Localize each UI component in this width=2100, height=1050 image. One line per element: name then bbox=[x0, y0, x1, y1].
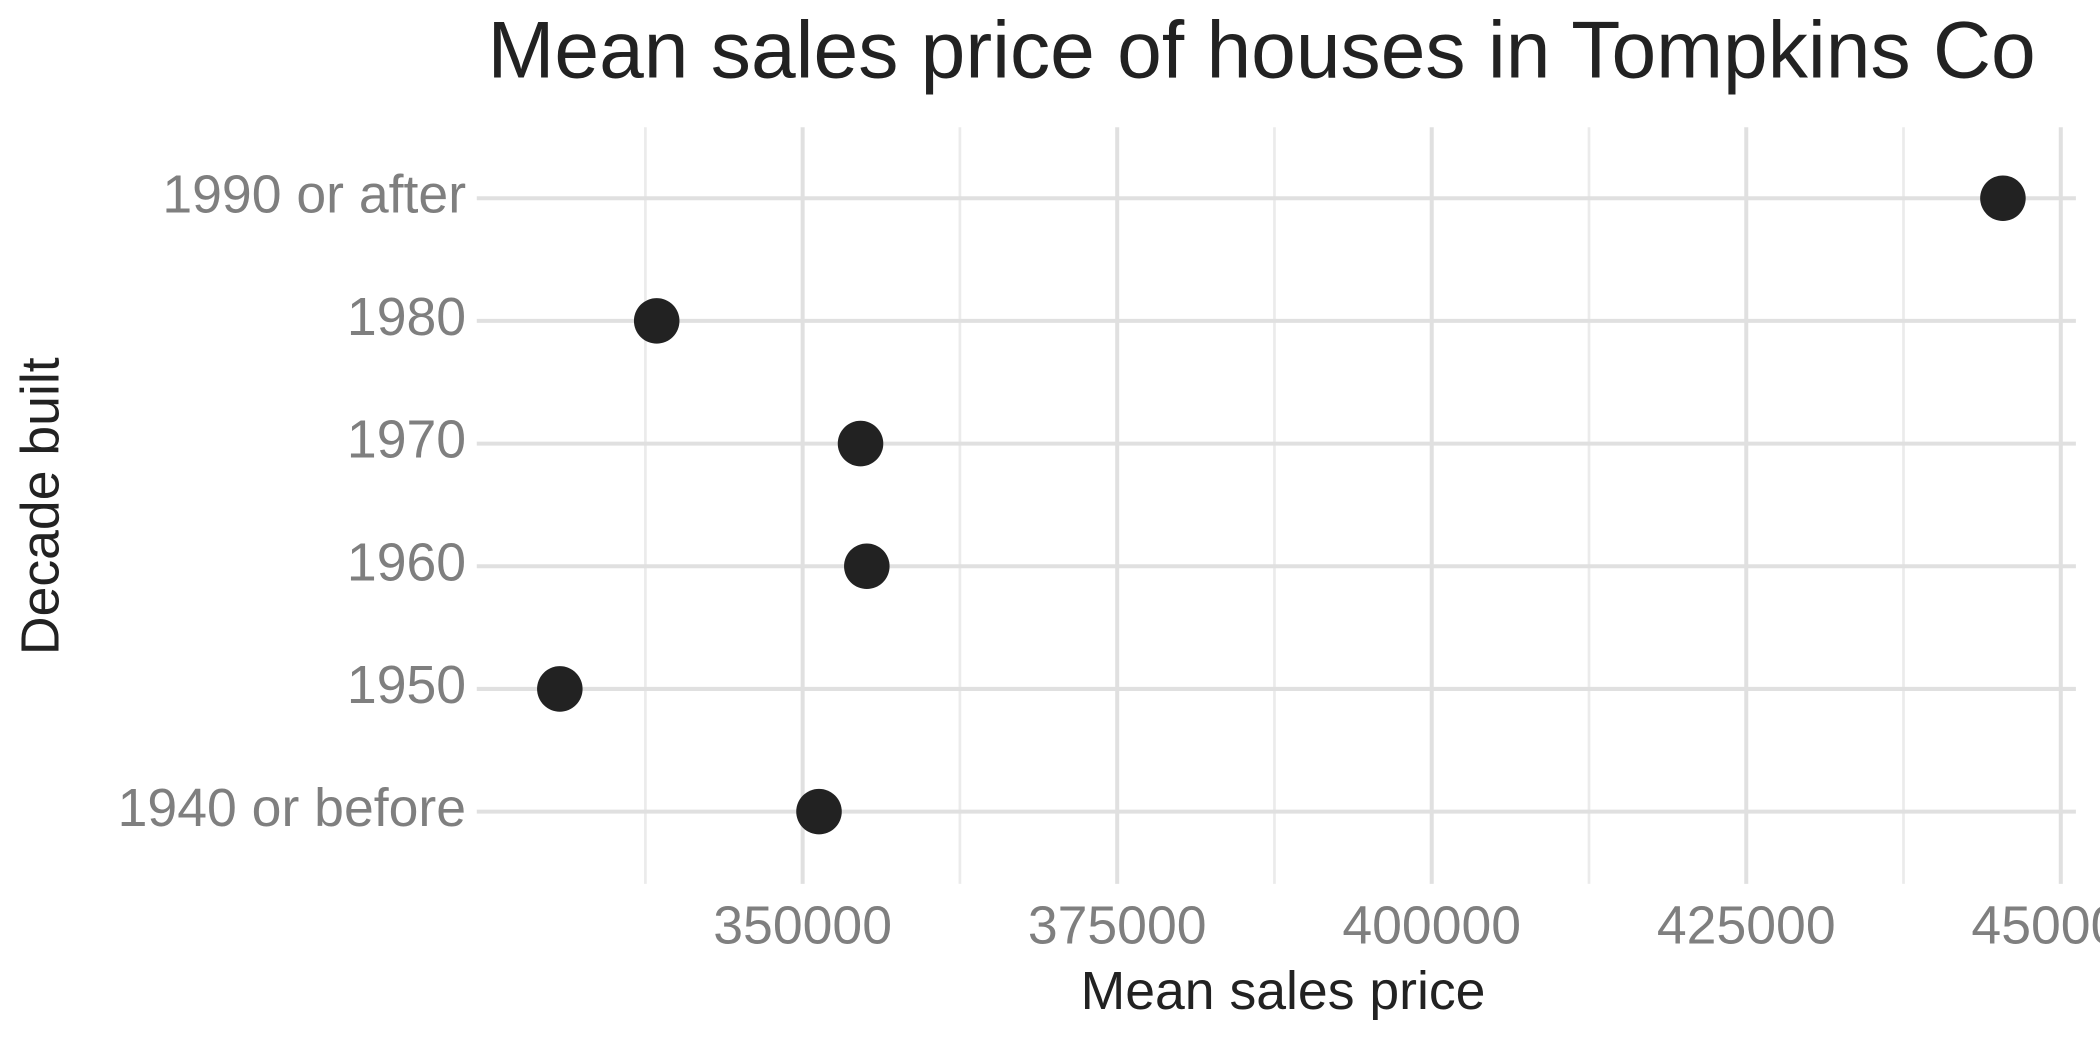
y-tick-label: 1980 bbox=[347, 288, 466, 347]
y-tick-label: 1940 or before bbox=[118, 779, 466, 838]
x-tick-label: 350000 bbox=[713, 897, 892, 956]
dot bbox=[837, 420, 884, 467]
dot bbox=[537, 666, 583, 712]
y-tick-label: 1950 bbox=[347, 656, 466, 715]
y-axis-title: Decade built bbox=[11, 357, 70, 655]
dot bbox=[633, 298, 680, 344]
y-tick-label: 1970 bbox=[347, 411, 466, 470]
x-tick-label: 425000 bbox=[1657, 897, 1836, 956]
dot bbox=[844, 543, 890, 590]
x-tick-label: 375000 bbox=[1028, 897, 1207, 956]
dot bbox=[796, 788, 842, 835]
x-tick-label: 400000 bbox=[1342, 897, 1521, 956]
y-tick-label: 1990 or after bbox=[162, 165, 466, 224]
y-tick-label: 1960 bbox=[347, 533, 466, 592]
x-tick-label: 450000 bbox=[1971, 897, 2100, 956]
dot bbox=[1980, 175, 2026, 221]
x-axis-title: Mean sales price bbox=[1081, 962, 1486, 1021]
chart-title: Mean sales price of houses in Tompkins C… bbox=[488, 5, 2036, 95]
